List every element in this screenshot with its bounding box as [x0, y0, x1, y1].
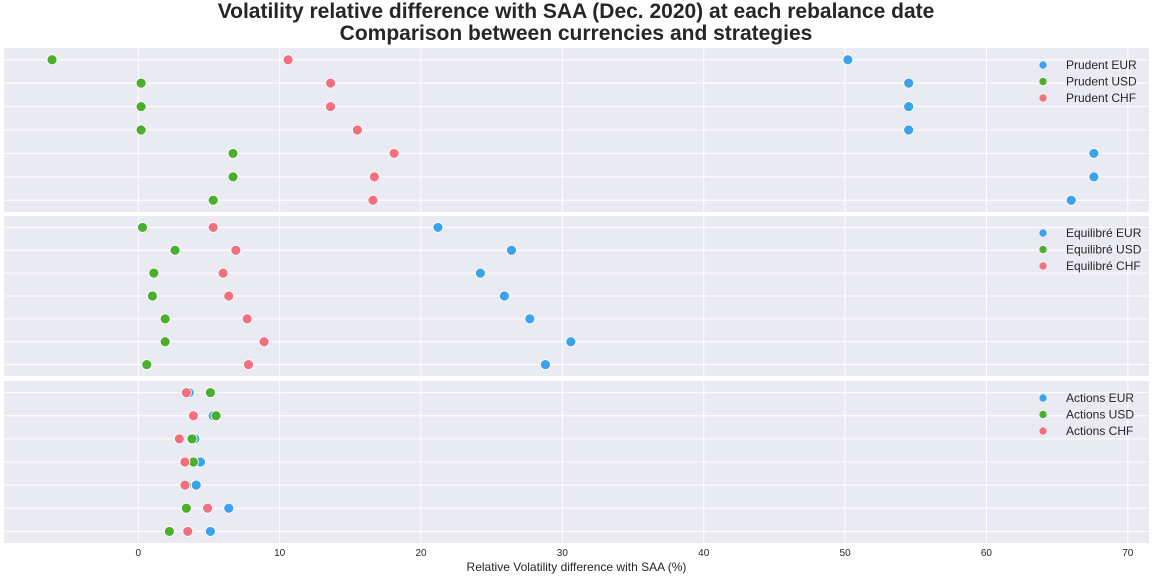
data-point	[207, 194, 219, 206]
data-point	[159, 336, 171, 348]
data-point	[173, 433, 185, 445]
data-point	[1088, 171, 1100, 183]
data-point	[506, 244, 517, 256]
data-point	[135, 101, 147, 112]
data-point	[135, 124, 147, 136]
legend-label: Prudent EUR	[1066, 58, 1137, 72]
data-point	[903, 101, 915, 112]
legend-label: Equilibré CHF	[1066, 259, 1141, 273]
legend-label: Actions CHF	[1066, 424, 1133, 438]
data-point	[282, 54, 294, 66]
data-point	[227, 171, 239, 183]
data-point	[325, 77, 336, 89]
legend-label: Equilibré USD	[1066, 243, 1142, 257]
legend-marker	[1038, 93, 1048, 103]
panel-1: Prudent EUR Prudent USD Prudent CHF	[4, 48, 1149, 212]
data-point	[565, 336, 577, 348]
data-point	[903, 124, 915, 136]
legend-marker	[1038, 77, 1048, 86]
data-point	[524, 313, 536, 325]
x-tick-label: 0	[136, 548, 142, 559]
data-point	[230, 244, 242, 256]
x-tick-label: 60	[981, 548, 993, 559]
data-point	[202, 502, 213, 514]
data-point	[227, 148, 239, 159]
data-point	[137, 222, 148, 233]
data-point	[258, 336, 270, 348]
data-point	[147, 290, 158, 302]
x-tick-label: 50	[840, 548, 852, 559]
data-point	[1065, 194, 1077, 206]
data-point	[163, 526, 175, 537]
data-point	[135, 77, 147, 89]
x-axis-label: Relative Volatility difference with SAA …	[467, 560, 687, 574]
legend-marker	[1038, 228, 1048, 238]
data-point	[180, 502, 192, 514]
chart-subtitle: Comparison between currencies and strate…	[339, 22, 813, 45]
panel-3: Actions EUR Actions USD Actions CHF	[4, 381, 1149, 543]
data-point	[367, 194, 379, 206]
data-point	[499, 290, 510, 302]
legend-label: Prudent CHF	[1066, 91, 1136, 105]
x-tick-label: 30	[557, 548, 569, 559]
data-point	[217, 267, 229, 279]
data-point	[210, 410, 222, 422]
chart-title: Volatility relative difference with SAA …	[217, 0, 935, 23]
x-tick-label: 20	[415, 548, 427, 559]
data-point	[186, 433, 198, 445]
data-point	[179, 456, 191, 468]
legend-marker	[1038, 426, 1048, 436]
data-point	[388, 148, 400, 159]
data-point	[182, 526, 194, 537]
data-point	[540, 359, 551, 370]
x-tick-label: 70	[1122, 548, 1134, 559]
data-point	[241, 313, 253, 325]
data-point	[223, 290, 235, 302]
data-point	[223, 502, 235, 514]
data-point	[179, 479, 191, 491]
legend-marker	[1038, 60, 1048, 70]
data-point	[204, 526, 216, 537]
data-point	[188, 410, 199, 422]
legend-marker	[1038, 245, 1048, 254]
data-point	[169, 244, 181, 256]
data-point	[1088, 148, 1100, 159]
legend-label: Prudent USD	[1066, 75, 1137, 89]
data-point	[432, 222, 444, 233]
x-tick-label: 40	[698, 548, 710, 559]
panel-2: Equilibré EUR Equilibré USD Equilibré CHF	[4, 216, 1149, 376]
data-point	[368, 171, 380, 183]
data-point	[325, 101, 336, 112]
data-point	[351, 124, 363, 136]
data-point	[190, 479, 202, 491]
data-point	[243, 359, 254, 370]
data-point	[903, 77, 915, 89]
data-point	[159, 313, 171, 325]
legend-label: Actions USD	[1066, 408, 1134, 422]
x-tick-label: 10	[274, 548, 286, 559]
legend-label: Actions EUR	[1066, 391, 1134, 405]
legend-marker	[1038, 261, 1048, 271]
data-point	[46, 54, 58, 66]
data-point	[474, 267, 486, 279]
data-point	[207, 222, 219, 233]
data-point	[842, 54, 854, 66]
legend-label: Equilibré EUR	[1066, 226, 1142, 240]
data-point	[148, 267, 160, 279]
legend-marker	[1038, 410, 1048, 419]
data-point	[204, 387, 216, 398]
data-point	[180, 387, 192, 398]
data-point	[141, 359, 153, 370]
legend-marker	[1038, 393, 1048, 403]
